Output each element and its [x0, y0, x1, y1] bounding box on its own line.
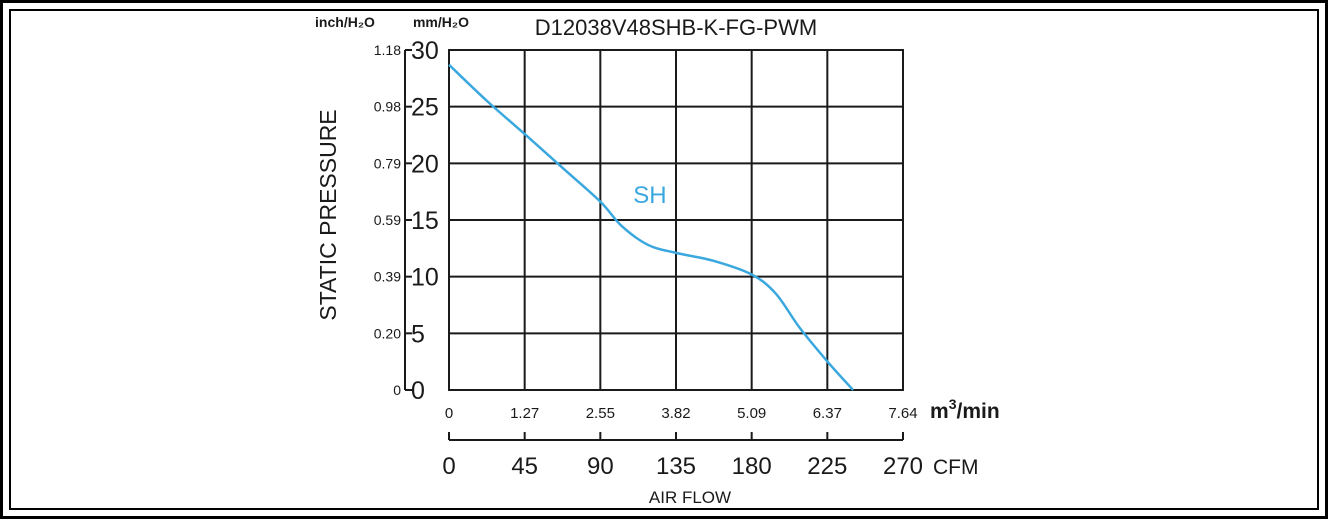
axes — [404, 49, 904, 441]
grid — [448, 49, 904, 391]
y-tick-label: 0 — [411, 377, 425, 405]
x-tick-label: 5.09 — [737, 405, 766, 422]
x2-tick-label: 135 — [656, 453, 696, 480]
x2-tick-label: 45 — [511, 453, 538, 480]
y-tick-label: 20 — [411, 150, 439, 178]
y2-unit-label: inch/H₂O — [315, 14, 375, 30]
y-tick-label: 10 — [411, 264, 439, 292]
x2-tick-label: 90 — [587, 453, 614, 480]
y2-tick-label: 0 — [393, 382, 401, 398]
x2-tick-label: 180 — [732, 453, 772, 480]
x-tick-label: 7.64 — [888, 405, 917, 422]
x-tick-label: 2.55 — [586, 405, 615, 422]
y-tick-label: 5 — [411, 320, 425, 348]
y-unit-label: mm/H₂O — [413, 14, 469, 30]
chart-title: D12038V48SHB-K-FG-PWM — [535, 15, 817, 40]
y-axis-label: STATIC PRESSURE — [315, 109, 341, 320]
x-axis-label: AIR FLOW — [649, 488, 731, 507]
series-layer: SH — [448, 63, 855, 391]
x-tick-label: 1.27 — [510, 405, 539, 422]
y-tick-label: 25 — [411, 94, 439, 122]
y2-tick-label: 1.18 — [374, 42, 401, 58]
chart-inner-border — [9, 9, 1319, 510]
y-tick-label: 30 — [411, 37, 439, 65]
y2-tick-label: 0.20 — [374, 325, 401, 341]
y2-tick-label: 0.98 — [374, 99, 401, 115]
x2-tick-label: 270 — [883, 453, 923, 480]
x-tick-label: 6.37 — [813, 405, 842, 422]
y2-tick-label: 0.79 — [374, 155, 401, 171]
x2-tick-label: 0 — [442, 453, 455, 480]
y2-tick-label: 0.59 — [374, 212, 401, 228]
x-secondary-unit-label: CFM — [933, 456, 979, 479]
x-primary-unit-label: m3/min — [930, 396, 1000, 423]
x-tick-label: 0 — [445, 405, 453, 422]
y2-tick-label: 0.39 — [374, 269, 401, 285]
x2-tick-label: 225 — [807, 453, 847, 480]
series-line-sh — [448, 63, 855, 391]
x-tick-label: 3.82 — [661, 405, 690, 422]
series-label: SH — [633, 182, 666, 209]
y-tick-label: 15 — [411, 207, 439, 235]
